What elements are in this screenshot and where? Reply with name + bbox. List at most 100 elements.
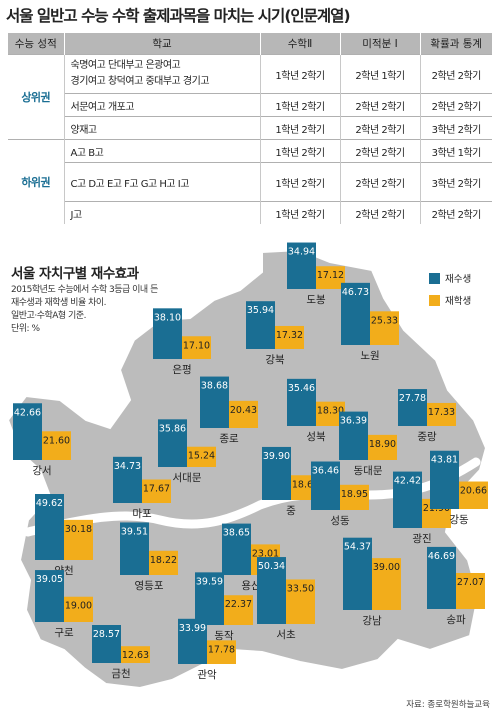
bar-repeat-16 bbox=[120, 522, 149, 575]
bar-repeat-17 bbox=[222, 523, 251, 575]
calc1-cell: 2학년 2학기 bbox=[339, 201, 420, 224]
bar-repeat-6 bbox=[398, 389, 427, 426]
bar-current-6 bbox=[427, 402, 456, 426]
value-label-repeat-15: 49.62 bbox=[36, 498, 63, 509]
math2-cell: 1학년 2학기 bbox=[259, 93, 340, 117]
legend-swatch-repeat bbox=[429, 272, 440, 284]
value-label-current-7: 21.60 bbox=[43, 435, 70, 446]
header-prob: 확률과 통계 bbox=[420, 33, 492, 55]
header-school: 학교 bbox=[64, 33, 261, 55]
legend-item-current: 재학생 bbox=[429, 293, 471, 307]
district-label-10: 마포 bbox=[132, 508, 152, 520]
value-label-repeat-16: 39.51 bbox=[121, 526, 148, 537]
school-cell: 숙명여고 단대부고 은광여고 경기여고 창덕여고 중대부고 경기고 bbox=[63, 54, 260, 94]
value-label-current-14: 20.66 bbox=[460, 486, 487, 497]
header-calc1: 미적분 Ⅰ bbox=[340, 33, 421, 55]
value-label-current-22: 27.07 bbox=[457, 577, 484, 588]
value-label-current-23: 12.63 bbox=[122, 650, 149, 661]
value-label-current-24: 17.78 bbox=[208, 644, 235, 655]
value-label-repeat-9: 36.39 bbox=[340, 416, 367, 427]
school-cell: A고 B고 bbox=[63, 139, 260, 163]
table-row: J고 1학년 2학기 2학년 2학기 2학년 2학기 bbox=[8, 201, 492, 224]
value-label-repeat-12: 36.46 bbox=[312, 466, 339, 477]
value-label-current-19: 19.00 bbox=[65, 601, 92, 612]
map-note: 2015학년도 수능에서 수학 3등급 이내 든 재수생과 재학생 비율 차이.… bbox=[11, 285, 158, 334]
legend: 재수생 재학생 bbox=[429, 271, 471, 315]
bar-repeat-20 bbox=[257, 557, 286, 624]
header-math2: 수학Ⅱ bbox=[260, 33, 341, 55]
school-cell: 양재고 bbox=[63, 116, 260, 140]
value-label-current-8: 15.24 bbox=[188, 451, 215, 462]
table-row: 서문여고 개포고 1학년 2학기 2학년 2학기 2학년 2학기 bbox=[8, 93, 492, 117]
value-label-current-6: 17.33 bbox=[428, 407, 455, 418]
bar-repeat-13 bbox=[393, 471, 422, 528]
value-label-repeat-21: 54.37 bbox=[344, 542, 371, 553]
table-row: 양재고 1학년 2학기 2학년 2학기 3학년 2학기 bbox=[8, 116, 492, 140]
value-label-current-20: 33.50 bbox=[287, 583, 314, 594]
bar-current-1 bbox=[275, 325, 304, 349]
calc1-cell: 2학년 2학기 bbox=[339, 162, 420, 202]
district-group-19: 39.05 19.00 구로 bbox=[35, 570, 93, 639]
district-label-3: 은평 bbox=[172, 364, 191, 376]
map-title: 서울 자치구별 재수효과 bbox=[11, 266, 139, 282]
bar-repeat-1 bbox=[246, 301, 275, 349]
value-label-current-10: 17.67 bbox=[143, 483, 170, 494]
table-row: 상위권 숙명여고 단대부고 은광여고 경기여고 창덕여고 중대부고 경기고 1학… bbox=[8, 54, 492, 140]
math2-cell: 1학년 2학기 bbox=[259, 162, 340, 202]
bar-current-16 bbox=[149, 550, 178, 575]
value-label-current-5: 20.43 bbox=[230, 405, 257, 416]
rank-cell-upper: 상위권 bbox=[8, 54, 64, 140]
prob-cell: 3학년 2학기 bbox=[419, 116, 492, 140]
district-group-7: 42.66 21.60 강서 bbox=[13, 403, 71, 477]
district-label-1: 강북 bbox=[265, 354, 285, 366]
district-label-9: 동대문 bbox=[354, 465, 383, 477]
district-label-14: 강동 bbox=[449, 514, 469, 526]
legend-swatch-current bbox=[429, 294, 440, 306]
district-label-12: 성동 bbox=[330, 515, 350, 527]
value-label-current-18: 22.37 bbox=[225, 599, 252, 610]
value-label-repeat-24: 33.99 bbox=[179, 623, 206, 634]
value-label-repeat-6: 27.78 bbox=[399, 393, 426, 404]
value-label-current-1: 17.32 bbox=[276, 330, 303, 341]
calc1-cell: 2학년 1학기 bbox=[339, 54, 420, 94]
district-label-24: 관악 bbox=[197, 669, 217, 681]
math2-cell: 1학년 2학기 bbox=[259, 139, 340, 163]
bar-repeat-18 bbox=[195, 572, 224, 625]
bar-repeat-11 bbox=[262, 446, 291, 500]
bar-repeat-15 bbox=[35, 494, 64, 560]
value-label-repeat-18: 39.59 bbox=[196, 576, 223, 587]
district-group-9: 36.39 18.90 동대문 bbox=[339, 411, 397, 477]
district-label-21: 강남 bbox=[362, 615, 382, 627]
value-label-repeat-14: 43.81 bbox=[431, 455, 458, 466]
bar-current-14 bbox=[459, 481, 488, 509]
bar-repeat-8 bbox=[158, 419, 187, 467]
prob-cell: 2학년 2학기 bbox=[419, 93, 492, 117]
school-cell: C고 D고 E고 F고 G고 H고 I고 bbox=[63, 162, 260, 202]
district-label-7: 강서 bbox=[32, 465, 51, 477]
value-label-repeat-2: 46.73 bbox=[342, 287, 369, 298]
district-label-18: 동작 bbox=[214, 630, 234, 642]
district-label-5: 종로 bbox=[219, 433, 239, 445]
bar-current-5 bbox=[229, 400, 258, 428]
district-group-0: 34.94 17.12 도봉 bbox=[287, 242, 345, 306]
rank-cell-lower: 하위권 bbox=[8, 139, 64, 224]
district-label-8: 서대문 bbox=[173, 472, 202, 484]
bar-repeat-19 bbox=[35, 570, 64, 622]
value-label-current-2: 25.33 bbox=[371, 315, 398, 326]
district-label-2: 노원 bbox=[360, 350, 379, 362]
prob-cell: 2학년 2학기 bbox=[419, 201, 492, 224]
district-group-1: 35.94 17.32 강북 bbox=[246, 301, 304, 366]
bar-current-9 bbox=[368, 434, 397, 460]
bar-repeat-3 bbox=[153, 308, 182, 359]
value-label-repeat-4: 35.46 bbox=[288, 383, 315, 394]
district-label-16: 영등포 bbox=[135, 580, 164, 592]
bar-repeat-24 bbox=[178, 618, 207, 664]
value-label-current-3: 17.10 bbox=[183, 340, 210, 351]
prob-cell: 3학년 2학기 bbox=[419, 162, 492, 202]
bar-current-15 bbox=[64, 519, 93, 560]
